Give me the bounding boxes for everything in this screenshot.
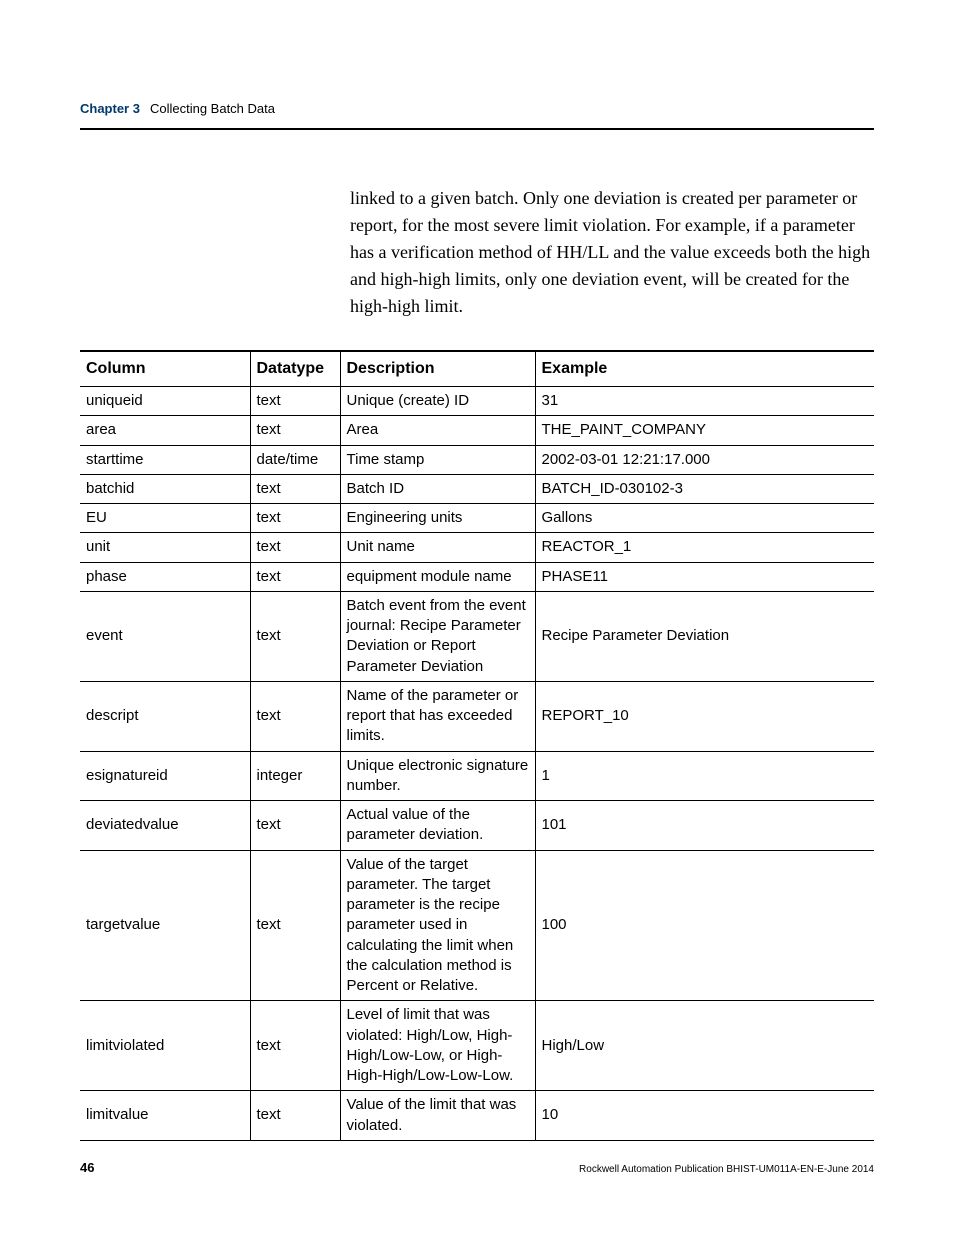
table-cell: Unit name <box>340 533 535 562</box>
chapter-label: Chapter 3 <box>80 101 140 116</box>
table-cell: date/time <box>250 445 340 474</box>
table-cell: targetvalue <box>80 850 250 1001</box>
col-header-datatype: Datatype <box>250 351 340 387</box>
table-cell: Level of limit that was violated: High/L… <box>340 1001 535 1091</box>
table-cell: Recipe Parameter Deviation <box>535 591 874 681</box>
table-cell: text <box>250 850 340 1001</box>
table-cell: High/Low <box>535 1001 874 1091</box>
table-row: unittextUnit nameREACTOR_1 <box>80 533 874 562</box>
table-cell: deviatedvalue <box>80 801 250 851</box>
table-cell: BATCH_ID-030102-3 <box>535 474 874 503</box>
table-cell: 2002-03-01 12:21:17.000 <box>535 445 874 474</box>
table-cell: integer <box>250 751 340 801</box>
table-cell: text <box>250 801 340 851</box>
table-cell: batchid <box>80 474 250 503</box>
table-cell: uniqueid <box>80 387 250 416</box>
table-cell: text <box>250 681 340 751</box>
table-cell: starttime <box>80 445 250 474</box>
table-cell: Name of the parameter or report that has… <box>340 681 535 751</box>
table-cell: Engineering units <box>340 504 535 533</box>
table-row: descripttextName of the parameter or rep… <box>80 681 874 751</box>
page-number: 46 <box>80 1160 94 1175</box>
table-row: deviatedvaluetextActual value of the par… <box>80 801 874 851</box>
col-header-column: Column <box>80 351 250 387</box>
table-cell: text <box>250 504 340 533</box>
table-cell: text <box>250 1001 340 1091</box>
table-cell: equipment module name <box>340 562 535 591</box>
page-header: Chapter 3 Collecting Batch Data <box>80 0 874 130</box>
table-row: phasetextequipment module namePHASE11 <box>80 562 874 591</box>
table-cell: Actual value of the parameter deviation. <box>340 801 535 851</box>
table-cell: Gallons <box>535 504 874 533</box>
table-cell: esignatureid <box>80 751 250 801</box>
table-cell: text <box>250 562 340 591</box>
table-cell: unit <box>80 533 250 562</box>
table-cell: Batch ID <box>340 474 535 503</box>
publication-info: Rockwell Automation Publication BHIST-UM… <box>579 1164 874 1175</box>
table-row: areatextAreaTHE_PAINT_COMPANY <box>80 416 874 445</box>
table-row: eventtextBatch event from the event jour… <box>80 591 874 681</box>
table-header-row: Column Datatype Description Example <box>80 351 874 387</box>
table-cell: 10 <box>535 1091 874 1141</box>
col-header-description: Description <box>340 351 535 387</box>
table-cell: 1 <box>535 751 874 801</box>
table-cell: 31 <box>535 387 874 416</box>
body-paragraph: linked to a given batch. Only one deviat… <box>350 185 874 320</box>
table-cell: 100 <box>535 850 874 1001</box>
table-cell: event <box>80 591 250 681</box>
table-row: batchidtextBatch IDBATCH_ID-030102-3 <box>80 474 874 503</box>
table-row: starttimedate/timeTime stamp2002-03-01 1… <box>80 445 874 474</box>
table-cell: text <box>250 1091 340 1141</box>
table-cell: area <box>80 416 250 445</box>
table-cell: THE_PAINT_COMPANY <box>535 416 874 445</box>
table-cell: REPORT_10 <box>535 681 874 751</box>
table-cell: text <box>250 533 340 562</box>
table-cell: text <box>250 416 340 445</box>
table-cell: EU <box>80 504 250 533</box>
table-cell: Area <box>340 416 535 445</box>
table-row: limitviolatedtextLevel of limit that was… <box>80 1001 874 1091</box>
table-cell: Unique (create) ID <box>340 387 535 416</box>
col-header-example: Example <box>535 351 874 387</box>
table-cell: text <box>250 474 340 503</box>
table-cell: REACTOR_1 <box>535 533 874 562</box>
table-cell: Time stamp <box>340 445 535 474</box>
table-cell: Batch event from the event journal: Reci… <box>340 591 535 681</box>
chapter-title: Collecting Batch Data <box>150 101 275 116</box>
table-cell: 101 <box>535 801 874 851</box>
table-row: limitvaluetextValue of the limit that wa… <box>80 1091 874 1141</box>
table-row: esignatureidintegerUnique electronic sig… <box>80 751 874 801</box>
table-cell: descript <box>80 681 250 751</box>
table-cell: limitvalue <box>80 1091 250 1141</box>
table-cell: Unique electronic signature number. <box>340 751 535 801</box>
table-row: uniqueidtextUnique (create) ID31 <box>80 387 874 416</box>
table-cell: limitviolated <box>80 1001 250 1091</box>
table-cell: Value of the target parameter. The targe… <box>340 850 535 1001</box>
table-cell: PHASE11 <box>535 562 874 591</box>
table-cell: Value of the limit that was violated. <box>340 1091 535 1141</box>
page-footer: 46 Rockwell Automation Publication BHIST… <box>80 1160 874 1175</box>
table-cell: phase <box>80 562 250 591</box>
table-row: targetvaluetextValue of the target param… <box>80 850 874 1001</box>
table-cell: text <box>250 591 340 681</box>
table-cell: text <box>250 387 340 416</box>
deviation-table: Column Datatype Description Example uniq… <box>80 350 874 1141</box>
table-row: EUtextEngineering unitsGallons <box>80 504 874 533</box>
